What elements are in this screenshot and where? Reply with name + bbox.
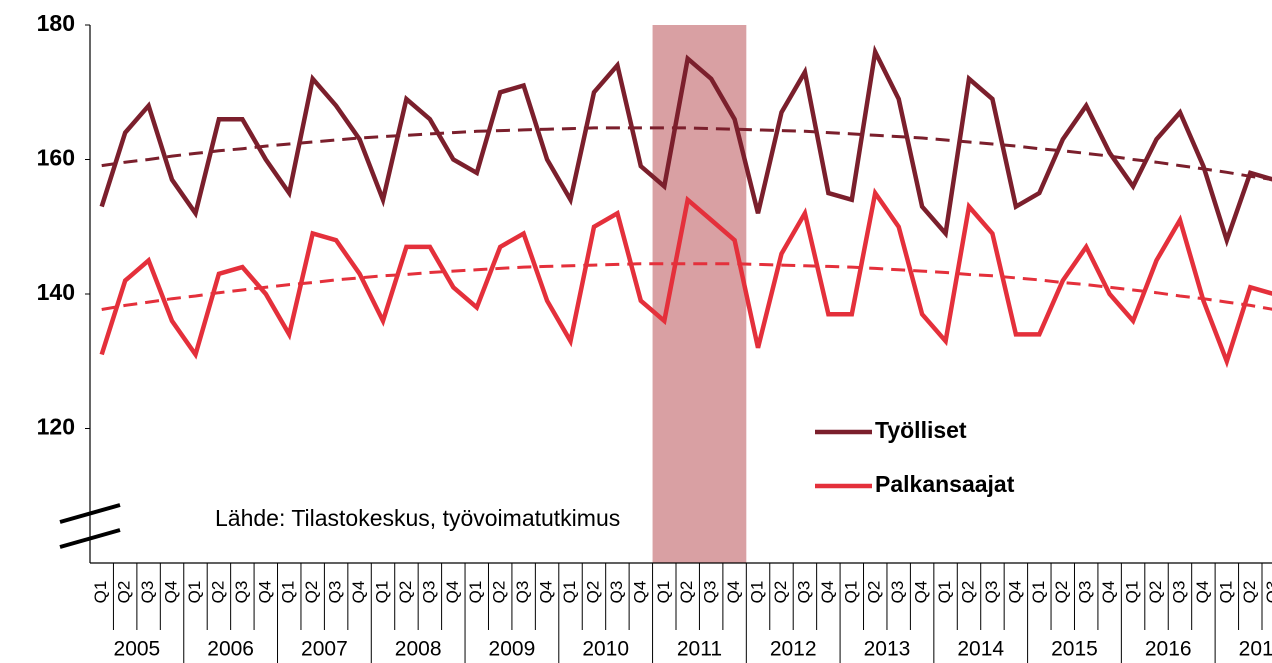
y-tick-label: 180 [37,10,75,36]
year-label: 2013 [864,638,911,661]
x-tick-label: Q3 [1169,581,1188,604]
x-tick-label: Q2 [115,581,134,604]
x-tick-label: Q2 [771,581,790,604]
year-label: 2007 [301,638,348,661]
x-tick-label: Q4 [443,581,462,604]
x-tick-label: Q4 [724,581,743,604]
year-label: 2011 [677,638,722,661]
x-tick-label: Q1 [91,581,110,604]
x-tick-label: Q1 [935,581,954,604]
x-tick-label: Q4 [1193,581,1212,604]
y-tick-label: 120 [37,414,75,440]
axis-break [59,528,121,549]
x-tick-label: Q2 [1146,581,1165,604]
x-tick-label: Q2 [865,581,884,604]
x-tick-label: Q4 [1099,581,1118,604]
x-tick-label: Q3 [513,581,532,604]
x-tick-label: Q4 [818,581,837,604]
x-tick-label: Q1 [654,581,673,604]
x-tick-label: Q1 [1123,581,1142,604]
year-label: 2008 [395,638,442,661]
x-tick-label: Q4 [537,581,556,604]
axis-break [59,503,121,524]
year-label: 2010 [582,638,629,661]
x-tick-label: Q3 [607,581,626,604]
x-tick-label: Q1 [841,581,860,604]
x-tick-label: Q1 [1029,581,1048,604]
year-label: 2014 [957,638,1004,661]
x-tick-label: Q2 [396,581,415,604]
year-label: 2005 [114,638,161,661]
x-tick-label: Q1 [372,581,391,604]
x-tick-label: Q3 [888,581,907,604]
x-tick-label: Q3 [1076,581,1095,604]
x-tick-label: Q3 [232,581,251,604]
x-tick-label: Q3 [419,581,438,604]
x-tick-label: Q2 [1052,581,1071,604]
year-label: 2012 [770,638,817,661]
x-tick-label: Q2 [208,581,227,604]
x-tick-label: Q4 [162,581,181,604]
x-tick-label: Q2 [490,581,509,604]
x-tick-label: Q4 [630,581,649,604]
highlight-band [652,25,747,563]
x-tick-label: Q1 [466,581,485,604]
y-tick-label: 160 [37,145,75,171]
x-tick-label: Q3 [701,581,720,604]
x-tick-label: Q4 [255,581,274,604]
trend-line [101,262,1272,311]
year-label: 2006 [207,638,254,661]
year-label: 2015 [1051,638,1098,661]
legend-label: Palkansaajat [875,471,1015,497]
x-tick-label: Q4 [349,581,368,604]
trend-line [101,126,1272,181]
x-tick-label: Q3 [326,581,345,604]
x-tick-label: Q1 [279,581,298,604]
series-line [99,44,1272,248]
x-tick-label: Q3 [982,581,1001,604]
x-tick-label: Q2 [583,581,602,604]
x-tick-label: Q3 [1263,581,1272,604]
x-tick-label: Q1 [185,581,204,604]
x-tick-label: Q1 [560,581,579,604]
x-tick-label: Q2 [677,581,696,604]
x-tick-label: Q2 [302,581,321,604]
x-tick-label: Q2 [1240,581,1259,604]
year-label: 2016 [1145,638,1192,661]
x-tick-label: Q4 [912,581,931,604]
x-tick-label: Q1 [1216,581,1235,604]
y-tick-label: 140 [37,279,75,305]
x-tick-label: Q3 [138,581,157,604]
source-note: Lähde: Tilastokeskus, työvoimatutkimus [215,505,620,531]
legend-label: Työlliset [875,417,967,443]
x-tick-label: Q4 [1005,581,1024,604]
series-line [99,187,1272,369]
year-label: 2017 [1239,638,1272,661]
x-tick-label: Q3 [794,581,813,604]
highlight-layer [652,25,747,563]
year-label: 2009 [489,638,536,661]
x-tick-label: Q1 [748,581,767,604]
x-tick-label: Q2 [958,581,977,604]
